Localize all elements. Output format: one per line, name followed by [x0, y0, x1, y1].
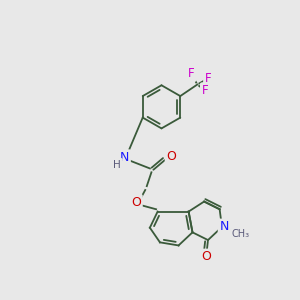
Text: F: F: [205, 72, 211, 85]
Text: O: O: [202, 250, 212, 263]
Text: N: N: [120, 151, 129, 164]
Text: O: O: [131, 196, 141, 209]
Text: N: N: [220, 220, 229, 233]
Text: F: F: [188, 67, 194, 80]
Text: CH₃: CH₃: [232, 229, 250, 239]
Text: O: O: [167, 150, 176, 163]
Text: F: F: [202, 84, 208, 97]
Text: H: H: [113, 160, 121, 170]
